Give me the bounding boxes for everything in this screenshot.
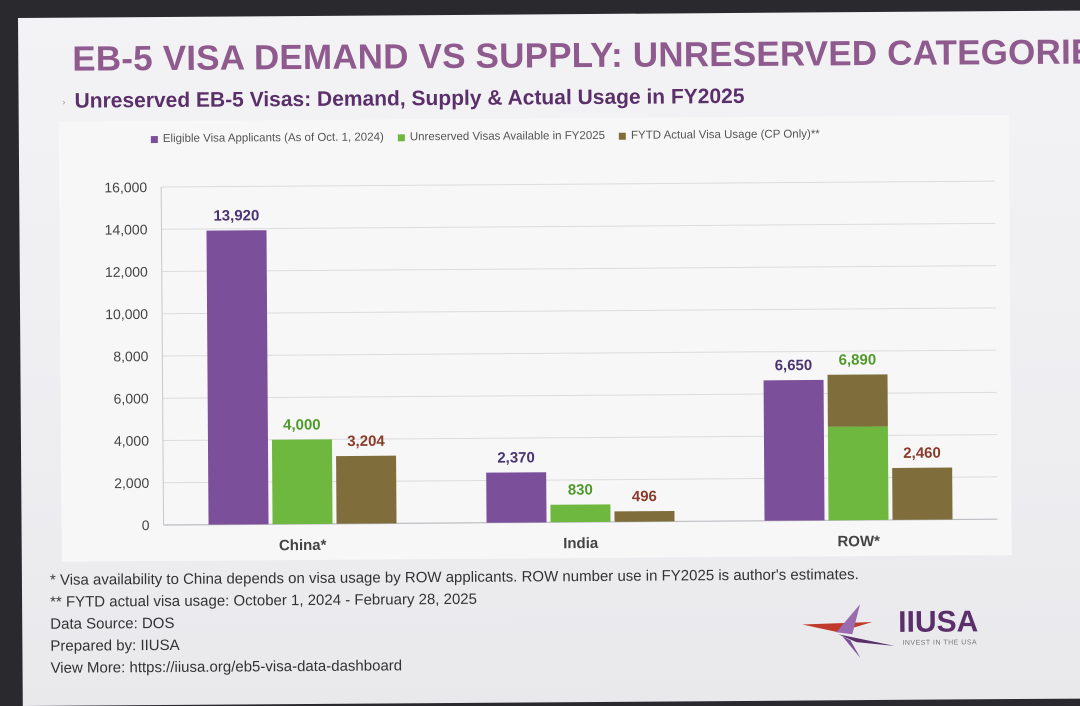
bullet-marker: › <box>62 97 66 107</box>
view-more: View More: https://iiusa.org/eb5-visa-da… <box>50 657 403 677</box>
y-tick-label: 8,000 <box>113 348 148 364</box>
star-icon <box>802 604 895 659</box>
gridline <box>161 265 996 273</box>
logo-wordmark: IIUSA <box>898 605 979 639</box>
data-label: 2,370 <box>497 449 535 466</box>
y-tick-label: 14,000 <box>105 221 148 237</box>
bar-unreserved-india <box>550 504 611 523</box>
gridline <box>161 222 996 230</box>
bar-eligible-india <box>486 472 547 523</box>
chart-title: Unreserved EB-5 Visas: Demand, Supply & … <box>74 84 745 113</box>
bar-eligible-china <box>206 230 269 525</box>
data-label: 6,890 <box>839 351 877 368</box>
gridline <box>162 307 997 315</box>
slide-title: EB-5 VISA DEMAND VS SUPPLY: UNRESERVED C… <box>72 32 1080 79</box>
y-tick-label: 10,000 <box>105 306 148 322</box>
bar-unreserved-row <box>827 426 889 521</box>
data-label: 3,204 <box>347 433 385 450</box>
data-label: 496 <box>632 488 657 505</box>
x-tick-label: India <box>563 535 599 552</box>
bar-fytd-row <box>892 467 953 520</box>
gridline <box>161 180 996 188</box>
y-tick-label: 6,000 <box>114 390 149 406</box>
y-tick-label: 4,000 <box>114 433 149 449</box>
bar-fytd-india <box>614 510 675 522</box>
bar-unreserved-china <box>271 439 333 525</box>
y-tick-label: 0 <box>142 517 150 533</box>
data-label: 4,000 <box>283 416 321 433</box>
bar-chart: 0 2,000 4,000 6,000 8,000 10,000 12,000 14,000 1… <box>104 179 998 554</box>
gridline <box>162 349 997 357</box>
x-tick-label: ROW* <box>837 533 880 550</box>
x-tick-label: China* <box>279 537 327 554</box>
y-tick-label: 16,000 <box>104 179 147 195</box>
bar-eligible-row <box>763 379 825 521</box>
bar-fytd-china <box>336 455 397 524</box>
data-label: 13,920 <box>213 207 259 224</box>
y-tick-label: 12,000 <box>105 264 148 280</box>
y-tick-label: 2,000 <box>114 475 149 491</box>
data-label: 2,460 <box>903 445 941 462</box>
data-label: 830 <box>568 481 593 498</box>
data-label: 6,650 <box>775 357 813 374</box>
notes: * Visa availability to China depends on … <box>50 564 860 680</box>
bar-segment-usage-row <box>827 374 888 427</box>
chart-panel: Eligible Visa Applicants (As of Oct. 1, … <box>58 115 1012 562</box>
y-axis <box>160 187 165 525</box>
logo-tagline: INVEST IN THE USA <box>902 639 978 647</box>
iiusa-logo: IIUSA INVEST IN THE USA <box>798 595 1028 667</box>
slide: EB-5 VISA DEMAND VS SUPPLY: UNRESERVED C… <box>18 10 1080 706</box>
